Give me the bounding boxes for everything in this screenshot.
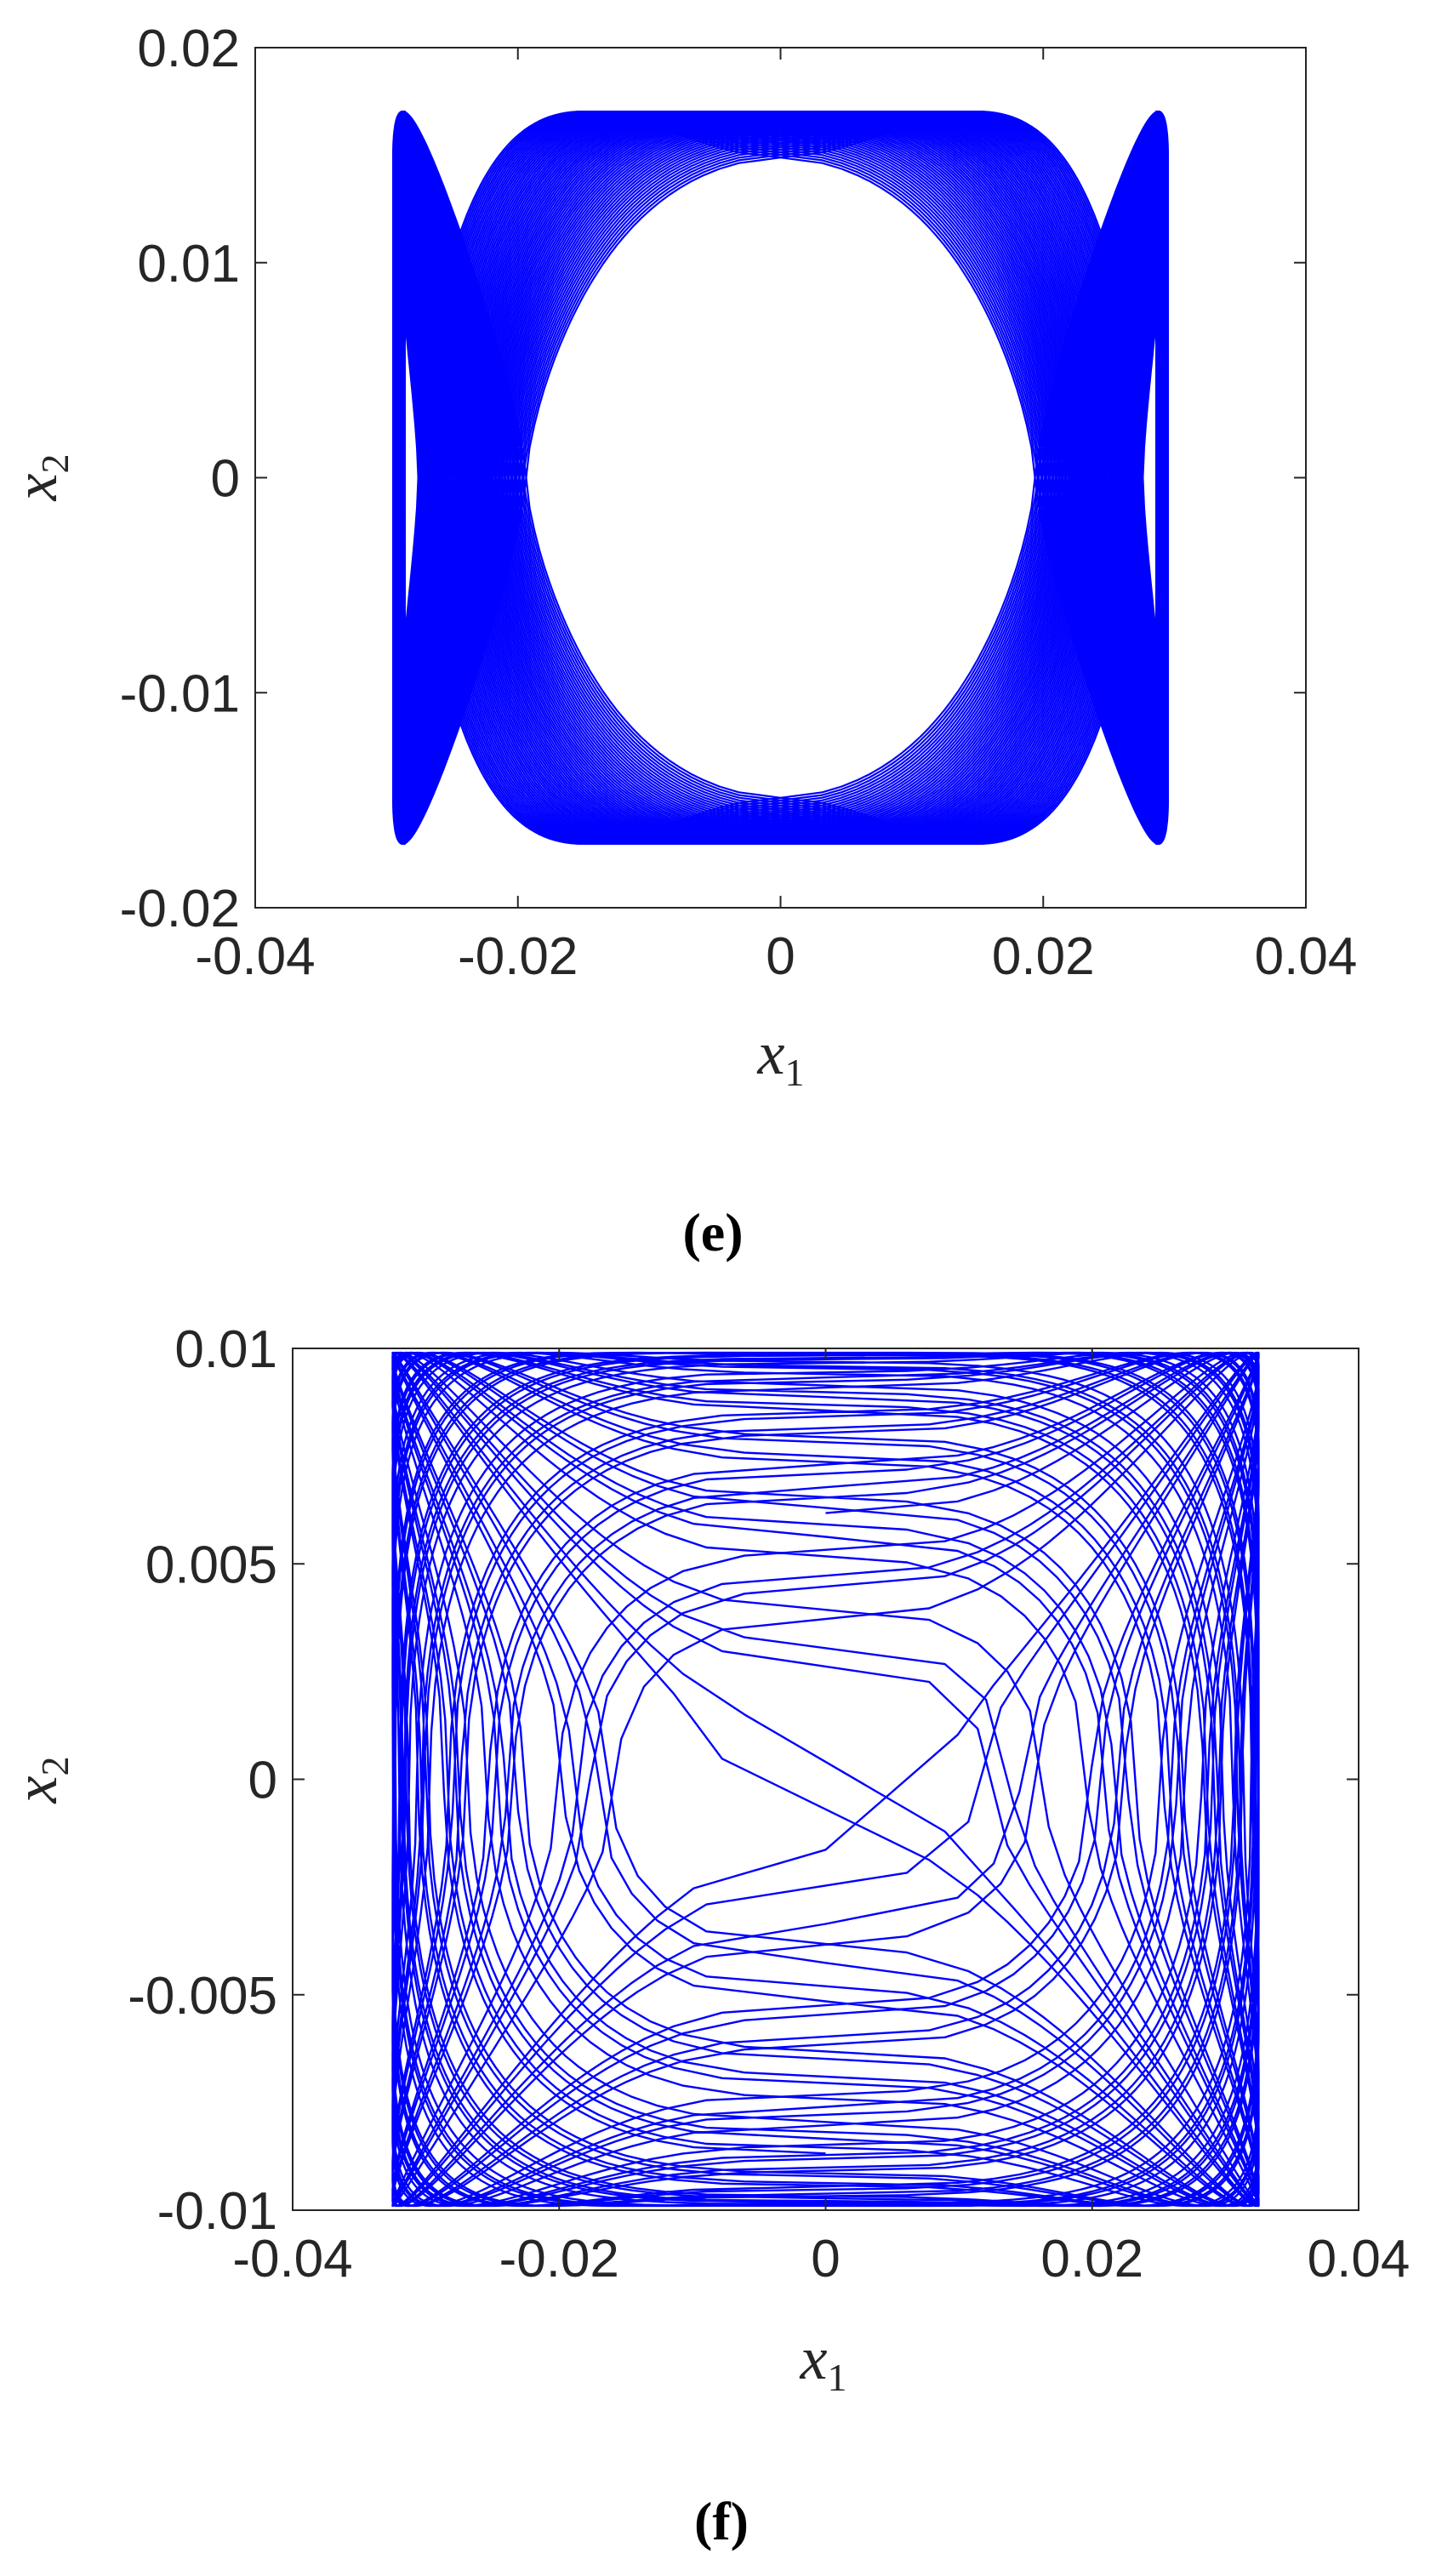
y-tick-label: -0.005 <box>128 1967 277 2026</box>
y-tick-label: -0.02 <box>120 880 240 938</box>
trajectory-f <box>391 1351 1260 2208</box>
x-tick-label: 0.04 <box>1255 927 1358 986</box>
x-ticks-f <box>292 1348 1359 2210</box>
y-tick-label: 0.005 <box>145 1536 277 1594</box>
trajectory-line <box>392 111 1169 845</box>
x-tick-label: -0.02 <box>458 927 578 986</box>
x-tick-label: 0 <box>766 927 795 986</box>
x-tick-label: 0.04 <box>1308 2230 1411 2288</box>
x-tick-labels-f: -0.04 -0.02 0 0.02 0.04 <box>232 2230 1410 2288</box>
x-tick-label: 0.02 <box>992 927 1095 986</box>
x-ticks-e <box>254 48 1307 908</box>
y-tick-label: -0.01 <box>120 664 240 723</box>
plot-area-e <box>254 47 1307 909</box>
x-tick-label: -0.02 <box>499 2230 619 2288</box>
y-tick-labels-f: -0.01 -0.005 0 0.005 0.01 <box>128 1320 277 2241</box>
trajectory-line <box>391 1351 1260 2208</box>
panel-f: -0.04 -0.02 0 0.02 0.04 -0.01 -0.005 0 0.005 0.0… <box>2 1320 1410 2551</box>
y-tick-label: -0.01 <box>157 2182 277 2241</box>
plot-area-f <box>292 1348 1359 2211</box>
x-tick-labels-e: -0.04 -0.02 0 0.02 0.04 <box>195 927 1357 986</box>
x-tick-label: 0 <box>811 2230 840 2288</box>
y-tick-label: 0.02 <box>137 20 240 78</box>
y-ticks-e <box>255 47 1306 909</box>
trajectory-e <box>392 111 1169 845</box>
y-ticks-f <box>293 1348 1359 2211</box>
x-tick-label: 0.02 <box>1040 2230 1143 2288</box>
panel-e: -0.04 -0.02 0 0.02 0.04 -0.02-0.0100.010.02 … <box>2 20 1357 1262</box>
panel-caption-e: (e) <box>682 1202 743 1262</box>
x-axis-label-f: x1 <box>800 2324 847 2399</box>
y-tick-label: 0.01 <box>137 235 240 294</box>
y-tick-label: 0.01 <box>174 1320 277 1379</box>
x-tick-label: -0.04 <box>232 2230 352 2288</box>
y-tick-label: 0 <box>211 450 240 509</box>
y-tick-labels-e: -0.02 -0.01 0 0.01 0.02 <box>120 20 240 938</box>
x-axis-label-e: x1 <box>757 1019 805 1094</box>
y-axis-label-e: x2 <box>2 454 77 502</box>
x-tick-label: -0.04 <box>195 927 315 986</box>
y-tick-label: 0 <box>248 1752 277 1810</box>
panel-caption-f: (f) <box>694 2491 749 2551</box>
y-axis-label-f: x2 <box>2 1757 77 1804</box>
